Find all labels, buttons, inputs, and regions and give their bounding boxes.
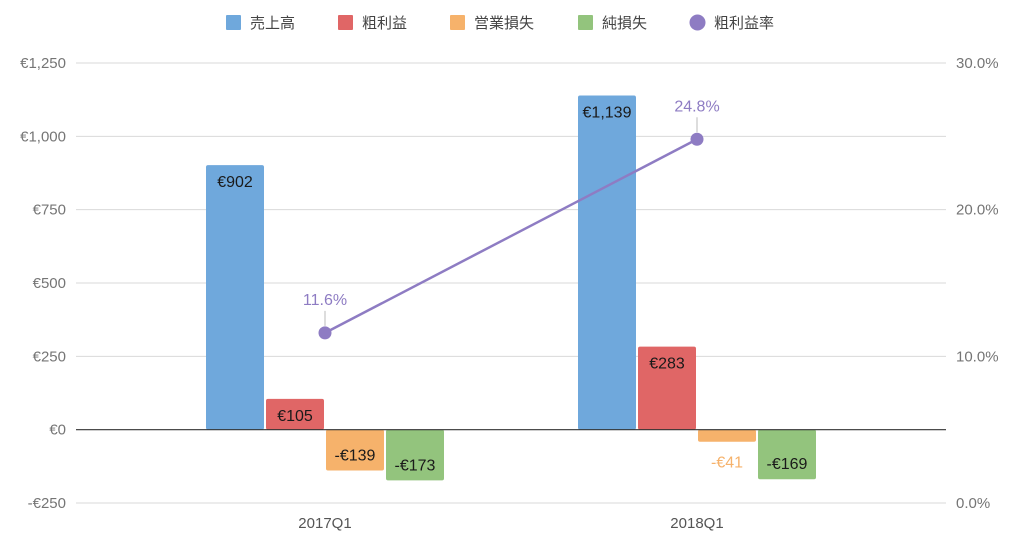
bar-label: €902 <box>217 174 253 191</box>
legend-label: 純損失 <box>602 14 647 32</box>
left-tick-label: -€250 <box>28 495 66 512</box>
right-tick-label: 30.0% <box>956 55 999 72</box>
bar-label: -€139 <box>335 447 376 464</box>
margin-line-path <box>324 138 698 334</box>
left-tick-label: €0 <box>49 422 66 439</box>
line-point <box>690 132 704 146</box>
bar-2018Q1-2 <box>698 429 756 442</box>
legend: 売上高 粗利益 営業損失 純損失 粗利益率 <box>226 14 774 32</box>
bar-label: -€41 <box>711 455 743 472</box>
bar-label: -€169 <box>767 456 808 473</box>
bar-label: €105 <box>277 408 313 425</box>
bar-2018Q1-0 <box>578 95 636 430</box>
bar-2017Q1-0 <box>206 165 264 430</box>
bar-2017Q1-1 <box>266 398 324 430</box>
line-point-label: 24.8% <box>674 98 719 115</box>
bar-2017Q1-2 <box>326 429 384 471</box>
left-tick-label: €250 <box>33 348 66 365</box>
category-label: 2018Q1 <box>670 515 723 532</box>
bar-2018Q1-3 <box>758 429 816 480</box>
bar-2017Q1-3 <box>386 429 444 481</box>
legend-swatch <box>338 15 353 30</box>
line-point-label: 11.6% <box>303 292 347 309</box>
legend-label: 営業損失 <box>474 14 534 32</box>
legend-swatch <box>689 14 706 31</box>
right-axis: 0.0% 10.0% 20.0% 30.0% <box>956 55 999 512</box>
bar-labels: €902 €105 -€139 -€173 €1,139 €283 -€41 -€169 <box>217 105 807 475</box>
bar-label: €283 <box>649 356 685 373</box>
line-point <box>318 326 332 340</box>
left-tick-label: €1,000 <box>20 128 66 145</box>
legend-label: 粗利益率 <box>714 14 774 32</box>
right-tick-label: 10.0% <box>956 348 999 365</box>
margin-line: 11.6% 24.8% <box>303 98 720 340</box>
legend-swatch <box>578 15 593 30</box>
bar-label: -€173 <box>395 457 436 474</box>
category-label: 2017Q1 <box>298 515 351 532</box>
right-tick-label: 0.0% <box>956 495 990 512</box>
legend-label: 売上高 <box>250 14 295 32</box>
legend-label: 粗利益 <box>362 14 407 32</box>
left-tick-label: €750 <box>33 202 66 219</box>
category-axis: 2017Q1 2018Q1 <box>298 515 723 532</box>
left-tick-label: €500 <box>33 275 66 292</box>
left-tick-label: €1,250 <box>20 55 66 72</box>
right-tick-label: 20.0% <box>956 202 999 219</box>
legend-swatch <box>450 15 465 30</box>
bar-2018Q1-1 <box>638 346 696 430</box>
left-axis: -€250 €0 €250 €500 €750 €1,000 €1,250 <box>20 55 66 512</box>
bar-label: €1,139 <box>583 105 632 122</box>
legend-swatch <box>226 15 241 30</box>
